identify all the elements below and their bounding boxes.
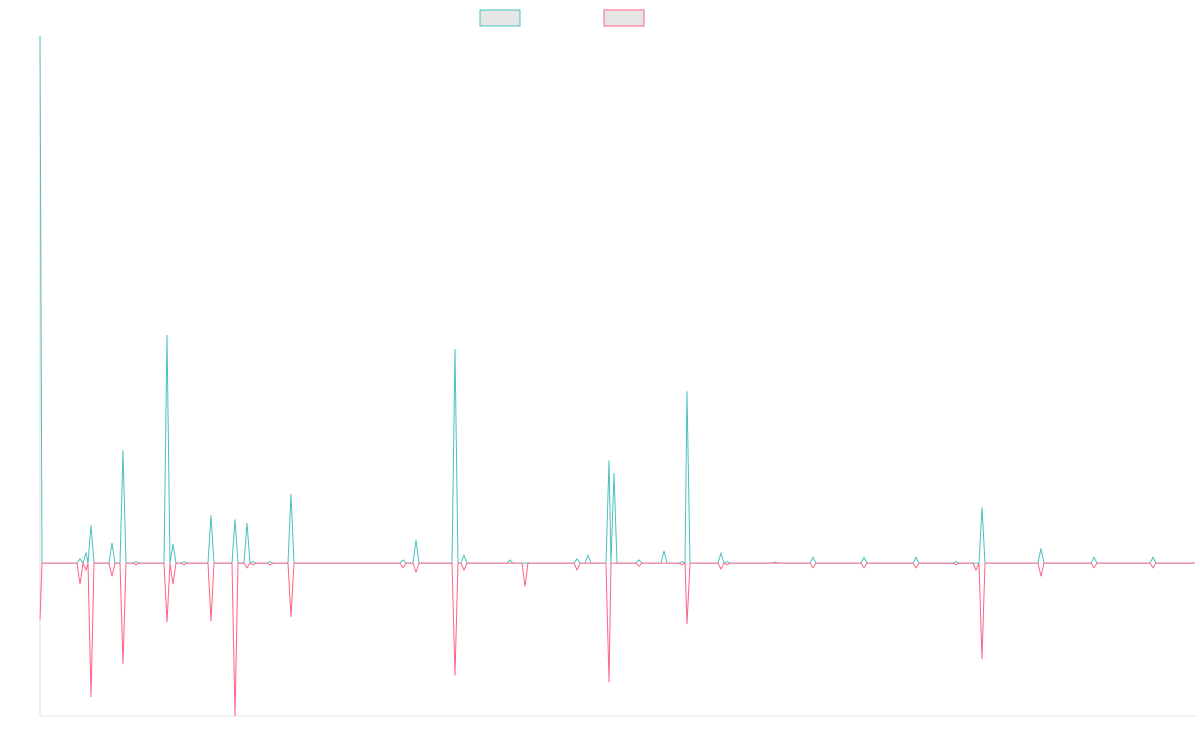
series-line <box>39 35 1195 565</box>
legend-swatch <box>603 9 645 27</box>
legend-swatch <box>479 9 521 27</box>
series-line <box>39 561 1195 717</box>
